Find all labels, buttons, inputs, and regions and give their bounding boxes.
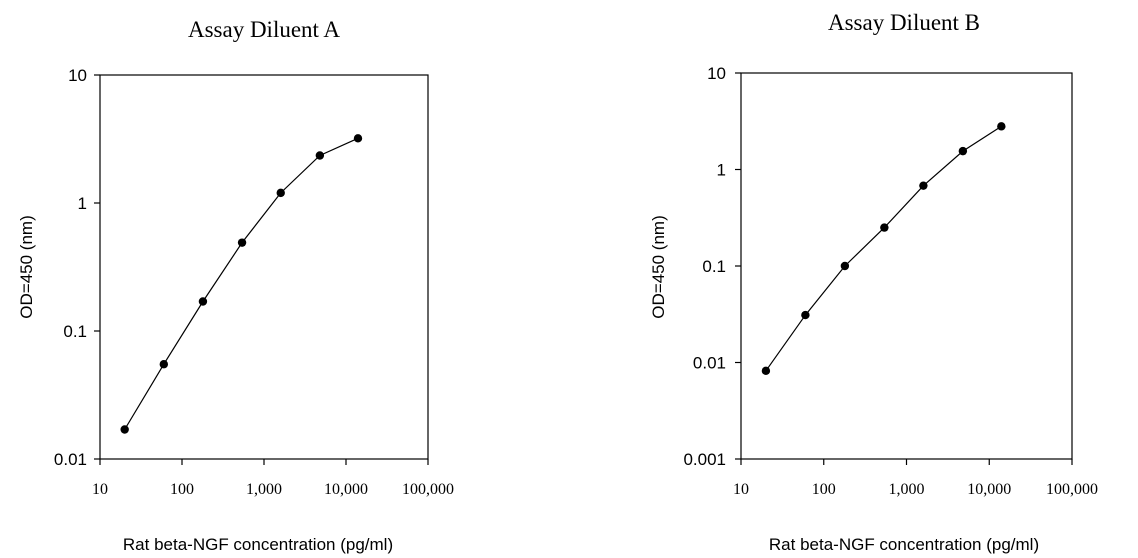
y-axis: 0.001 0.01 0.1 1 10 (683, 64, 741, 469)
x-tick-label: 10 (92, 481, 108, 498)
data-point (997, 122, 1006, 131)
y-axis-label: OD=450 (nm) (649, 215, 668, 318)
y-tick-label: 10 (68, 66, 87, 85)
data-point (120, 425, 129, 434)
x-tick-label: 100,000 (1046, 481, 1098, 498)
x-axis: 10 100 1,000 10,000 100,000 (733, 459, 1098, 498)
chart-title: Assay Diluent A (188, 17, 340, 42)
series-line (765, 125, 1002, 372)
plot-frame (740, 72, 1073, 460)
y-tick-label: 1 (78, 194, 87, 213)
plot-frame (99, 74, 429, 460)
chart-panel-assay-diluent-b: Assay Diluent B 10 100 1,000 10,000 100,000 … (649, 10, 1098, 554)
data-point (237, 238, 247, 247)
series-line (124, 137, 359, 430)
data-point (801, 310, 810, 320)
data-point (761, 366, 771, 376)
data-series (761, 122, 1006, 376)
x-axis-label: Rat beta-NGF concentration (pg/ml) (123, 535, 393, 554)
y-tick-label: 0.001 (683, 450, 726, 469)
y-axis: 0.01 0.1 1 10 (54, 66, 100, 469)
x-tick-label: 100 (170, 481, 194, 498)
x-tick-label: 100,000 (402, 481, 454, 498)
data-point (840, 261, 850, 271)
data-point (353, 134, 363, 143)
x-tick-label: 10,000 (324, 481, 368, 498)
data-point (919, 181, 928, 190)
data-point (276, 188, 285, 198)
x-axis: 10 100 1,000 10,000 100,000 (92, 459, 454, 498)
x-tick-label: 10,000 (967, 481, 1011, 498)
data-series (120, 134, 363, 434)
x-tick-label: 1,000 (246, 481, 282, 498)
y-axis-label: OD=450 (nm) (17, 215, 36, 318)
data-point (159, 360, 169, 369)
x-tick-label: 10 (733, 481, 749, 498)
data-point (958, 146, 968, 156)
x-axis-label: Rat beta-NGF concentration (pg/ml) (769, 535, 1039, 554)
y-tick-label: 1 (717, 161, 726, 180)
data-point (880, 223, 889, 232)
chart-title: Assay Diluent B (828, 10, 980, 35)
y-tick-label: 0.01 (693, 354, 726, 373)
y-tick-label: 10 (707, 64, 726, 83)
y-tick-label: 0.1 (702, 257, 726, 276)
x-tick-label: 1,000 (889, 481, 925, 498)
data-point (198, 297, 208, 306)
data-point (315, 151, 325, 160)
x-tick-label: 100 (812, 481, 836, 498)
chart-panel-assay-diluent-a: Assay Diluent A 10 100 1,000 10,000 100,000 … (17, 17, 454, 554)
y-tick-label: 0.1 (63, 322, 87, 341)
y-tick-label: 0.01 (54, 450, 87, 469)
